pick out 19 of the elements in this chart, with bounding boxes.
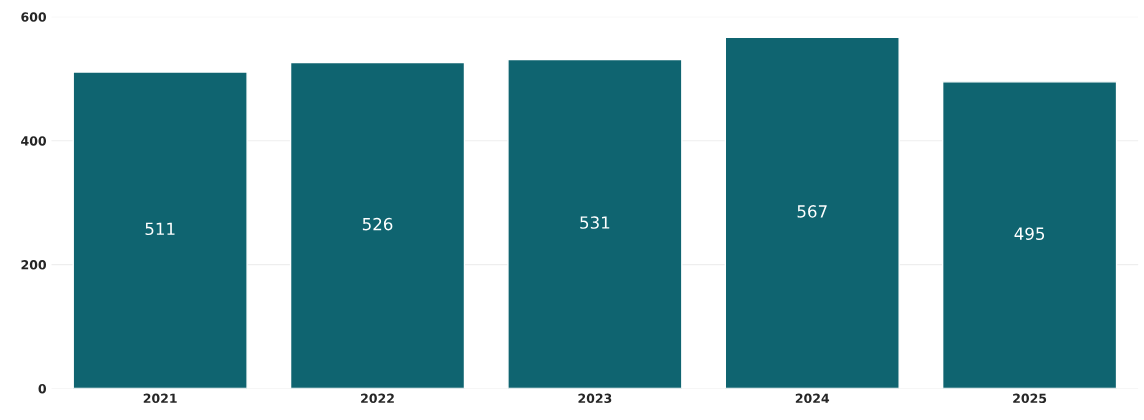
bar xyxy=(289,61,466,389)
x-tick-label: 2024 xyxy=(795,393,830,404)
data-label: 511 xyxy=(145,222,175,236)
x-tick-label: 2023 xyxy=(578,393,612,404)
data-label: 495 xyxy=(1014,227,1045,241)
bar xyxy=(724,36,900,389)
data-label: 526 xyxy=(362,217,393,231)
x-tick-label: 2022 xyxy=(361,393,394,404)
y-tick-label: 200 xyxy=(21,260,47,270)
bar xyxy=(941,81,1118,389)
x-tick-label: 2025 xyxy=(1013,393,1047,404)
data-label: 531 xyxy=(580,216,610,229)
y-tick-label: 0 xyxy=(38,383,47,394)
bar xyxy=(507,58,683,389)
x-tick-label: 2021 xyxy=(143,393,177,404)
y-tick-label: 600 xyxy=(21,12,47,22)
y-tick-label: 400 xyxy=(21,136,47,146)
bar xyxy=(72,71,248,389)
data-label: 567 xyxy=(797,205,827,218)
